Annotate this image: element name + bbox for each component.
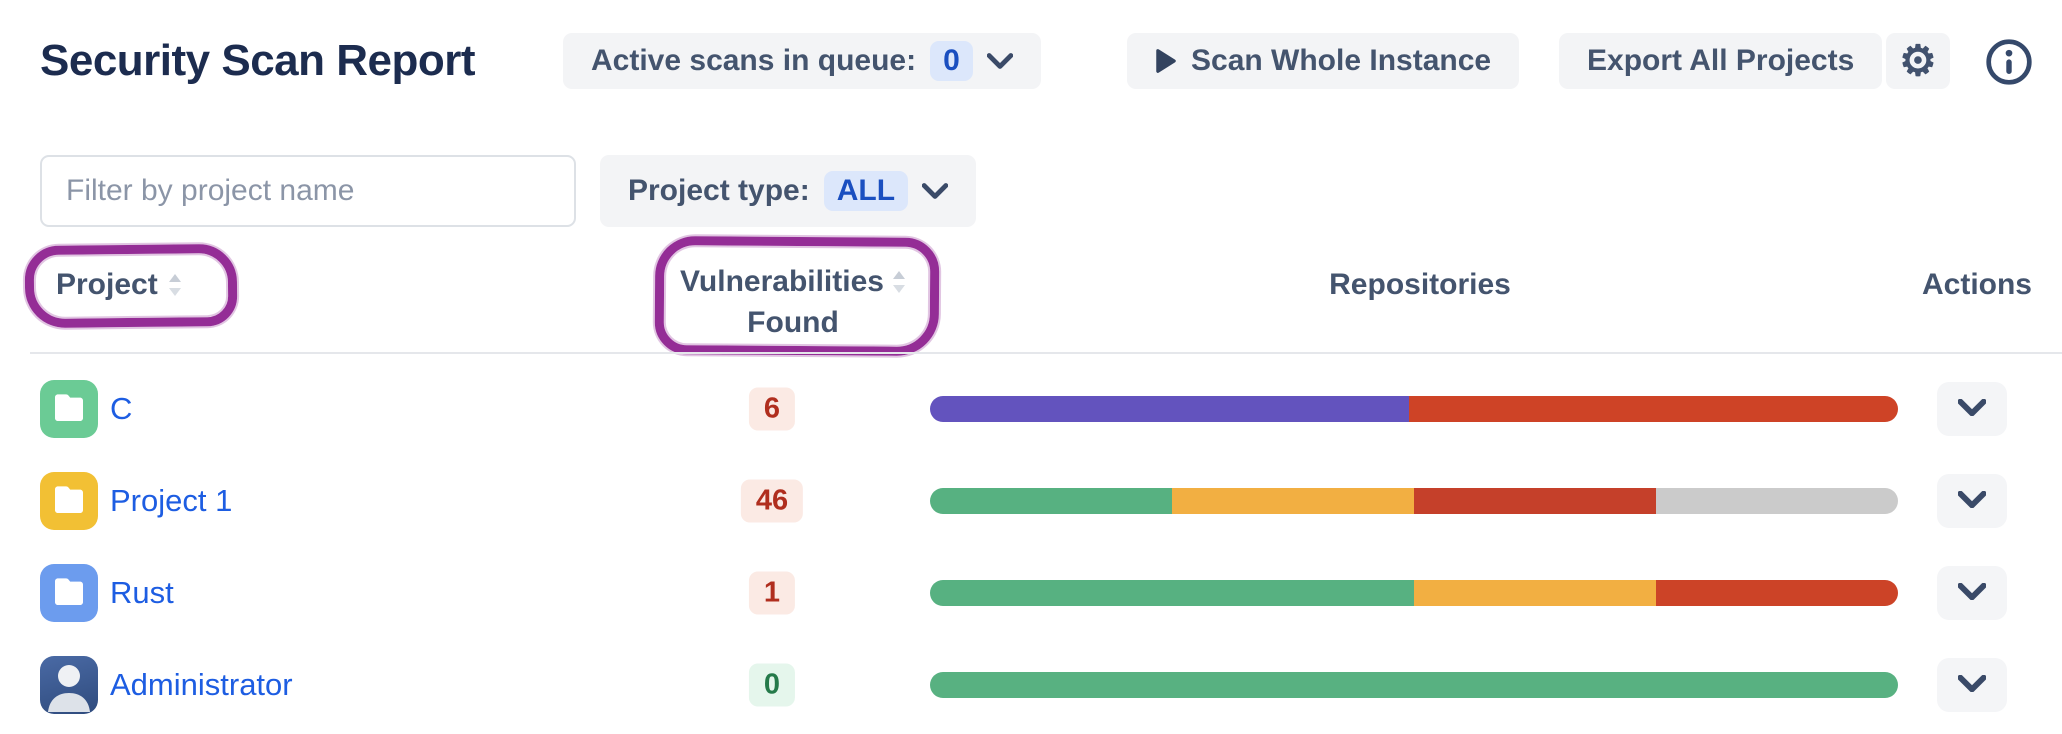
column-header-actions: Actions xyxy=(1921,268,2032,301)
project-type-value-badge: ALL xyxy=(823,171,909,211)
row-actions-dropdown-button[interactable] xyxy=(1937,382,2007,436)
chevron-down-icon xyxy=(1957,582,1987,603)
row-actions-dropdown-button[interactable] xyxy=(1937,474,2007,528)
folder-icon xyxy=(53,485,85,518)
table-row: Project 1 46 xyxy=(0,472,2062,530)
header-divider xyxy=(30,352,2062,354)
project-link[interactable]: Project 1 xyxy=(110,483,233,518)
project-type-label: Project type: xyxy=(628,174,810,207)
repository-bar-segment xyxy=(1409,396,1898,422)
repositories-status-bar xyxy=(930,672,1898,698)
gear-icon: ⚙ xyxy=(1899,37,1937,84)
person-icon xyxy=(40,656,98,714)
repository-bar-segment xyxy=(1656,580,1898,606)
filter-project-input[interactable] xyxy=(40,155,576,227)
active-scans-queue-dropdown[interactable]: Active scans in queue: 0 xyxy=(563,33,1041,89)
chevron-down-icon xyxy=(1957,674,1987,695)
vulnerabilities-count-badge: 6 xyxy=(748,387,796,431)
project-link[interactable]: Rust xyxy=(110,575,174,610)
table-row: Administrator 0 xyxy=(0,656,2062,714)
row-actions-dropdown-button[interactable] xyxy=(1937,566,2007,620)
folder-icon xyxy=(53,577,85,610)
column-header-vulnerabilities[interactable]: Vulnerabilities Found xyxy=(662,262,924,340)
repository-bar-segment xyxy=(930,488,1172,514)
play-icon xyxy=(1155,48,1177,74)
folder-icon xyxy=(53,393,85,426)
queue-label: Active scans in queue: xyxy=(591,44,917,77)
scan-whole-instance-label: Scan Whole Instance xyxy=(1191,44,1492,77)
info-icon xyxy=(1984,39,2034,90)
repository-bar-segment xyxy=(930,580,1414,606)
table-row: Rust 1 xyxy=(0,564,2062,622)
chevron-down-icon xyxy=(986,53,1013,69)
queue-count-badge: 0 xyxy=(930,41,973,81)
project-link[interactable]: C xyxy=(110,391,133,426)
export-all-projects-button[interactable]: Export All Projects xyxy=(1559,33,1883,89)
info-button[interactable] xyxy=(1984,37,2034,87)
scan-whole-instance-button[interactable]: Scan Whole Instance xyxy=(1127,33,1520,89)
user-avatar xyxy=(40,656,98,714)
repository-bar-segment xyxy=(1414,580,1656,606)
project-type-dropdown[interactable]: Project type: ALL xyxy=(600,155,977,227)
export-all-projects-label: Export All Projects xyxy=(1587,44,1855,77)
chevron-down-icon xyxy=(1957,490,1987,511)
project-folder-avatar xyxy=(40,564,98,622)
page-title: Security Scan Report xyxy=(40,36,476,85)
repositories-status-bar xyxy=(930,580,1898,606)
repository-bar-segment xyxy=(930,672,1898,698)
repository-bar-segment xyxy=(930,396,1410,422)
row-actions-dropdown-button[interactable] xyxy=(1937,658,2007,712)
column-header-project[interactable]: Project xyxy=(56,268,182,302)
settings-button[interactable]: ⚙ xyxy=(1886,33,1950,89)
chevron-down-icon xyxy=(1957,398,1987,419)
vulnerabilities-count-badge: 0 xyxy=(748,663,796,707)
vulnerabilities-count-badge: 1 xyxy=(748,571,796,615)
sort-icon xyxy=(892,271,906,293)
project-folder-avatar xyxy=(40,380,98,438)
sort-icon xyxy=(168,274,182,296)
repository-bar-segment xyxy=(1414,488,1656,514)
project-link[interactable]: Administrator xyxy=(110,667,293,702)
project-folder-avatar xyxy=(40,472,98,530)
repository-bar-segment xyxy=(1656,488,1898,514)
vulnerabilities-count-badge: 46 xyxy=(740,479,804,523)
chevron-down-icon xyxy=(922,183,949,199)
column-header-repositories: Repositories xyxy=(1329,268,1511,301)
repositories-status-bar xyxy=(930,488,1898,514)
repository-bar-segment xyxy=(1172,488,1414,514)
repositories-status-bar xyxy=(930,396,1898,422)
